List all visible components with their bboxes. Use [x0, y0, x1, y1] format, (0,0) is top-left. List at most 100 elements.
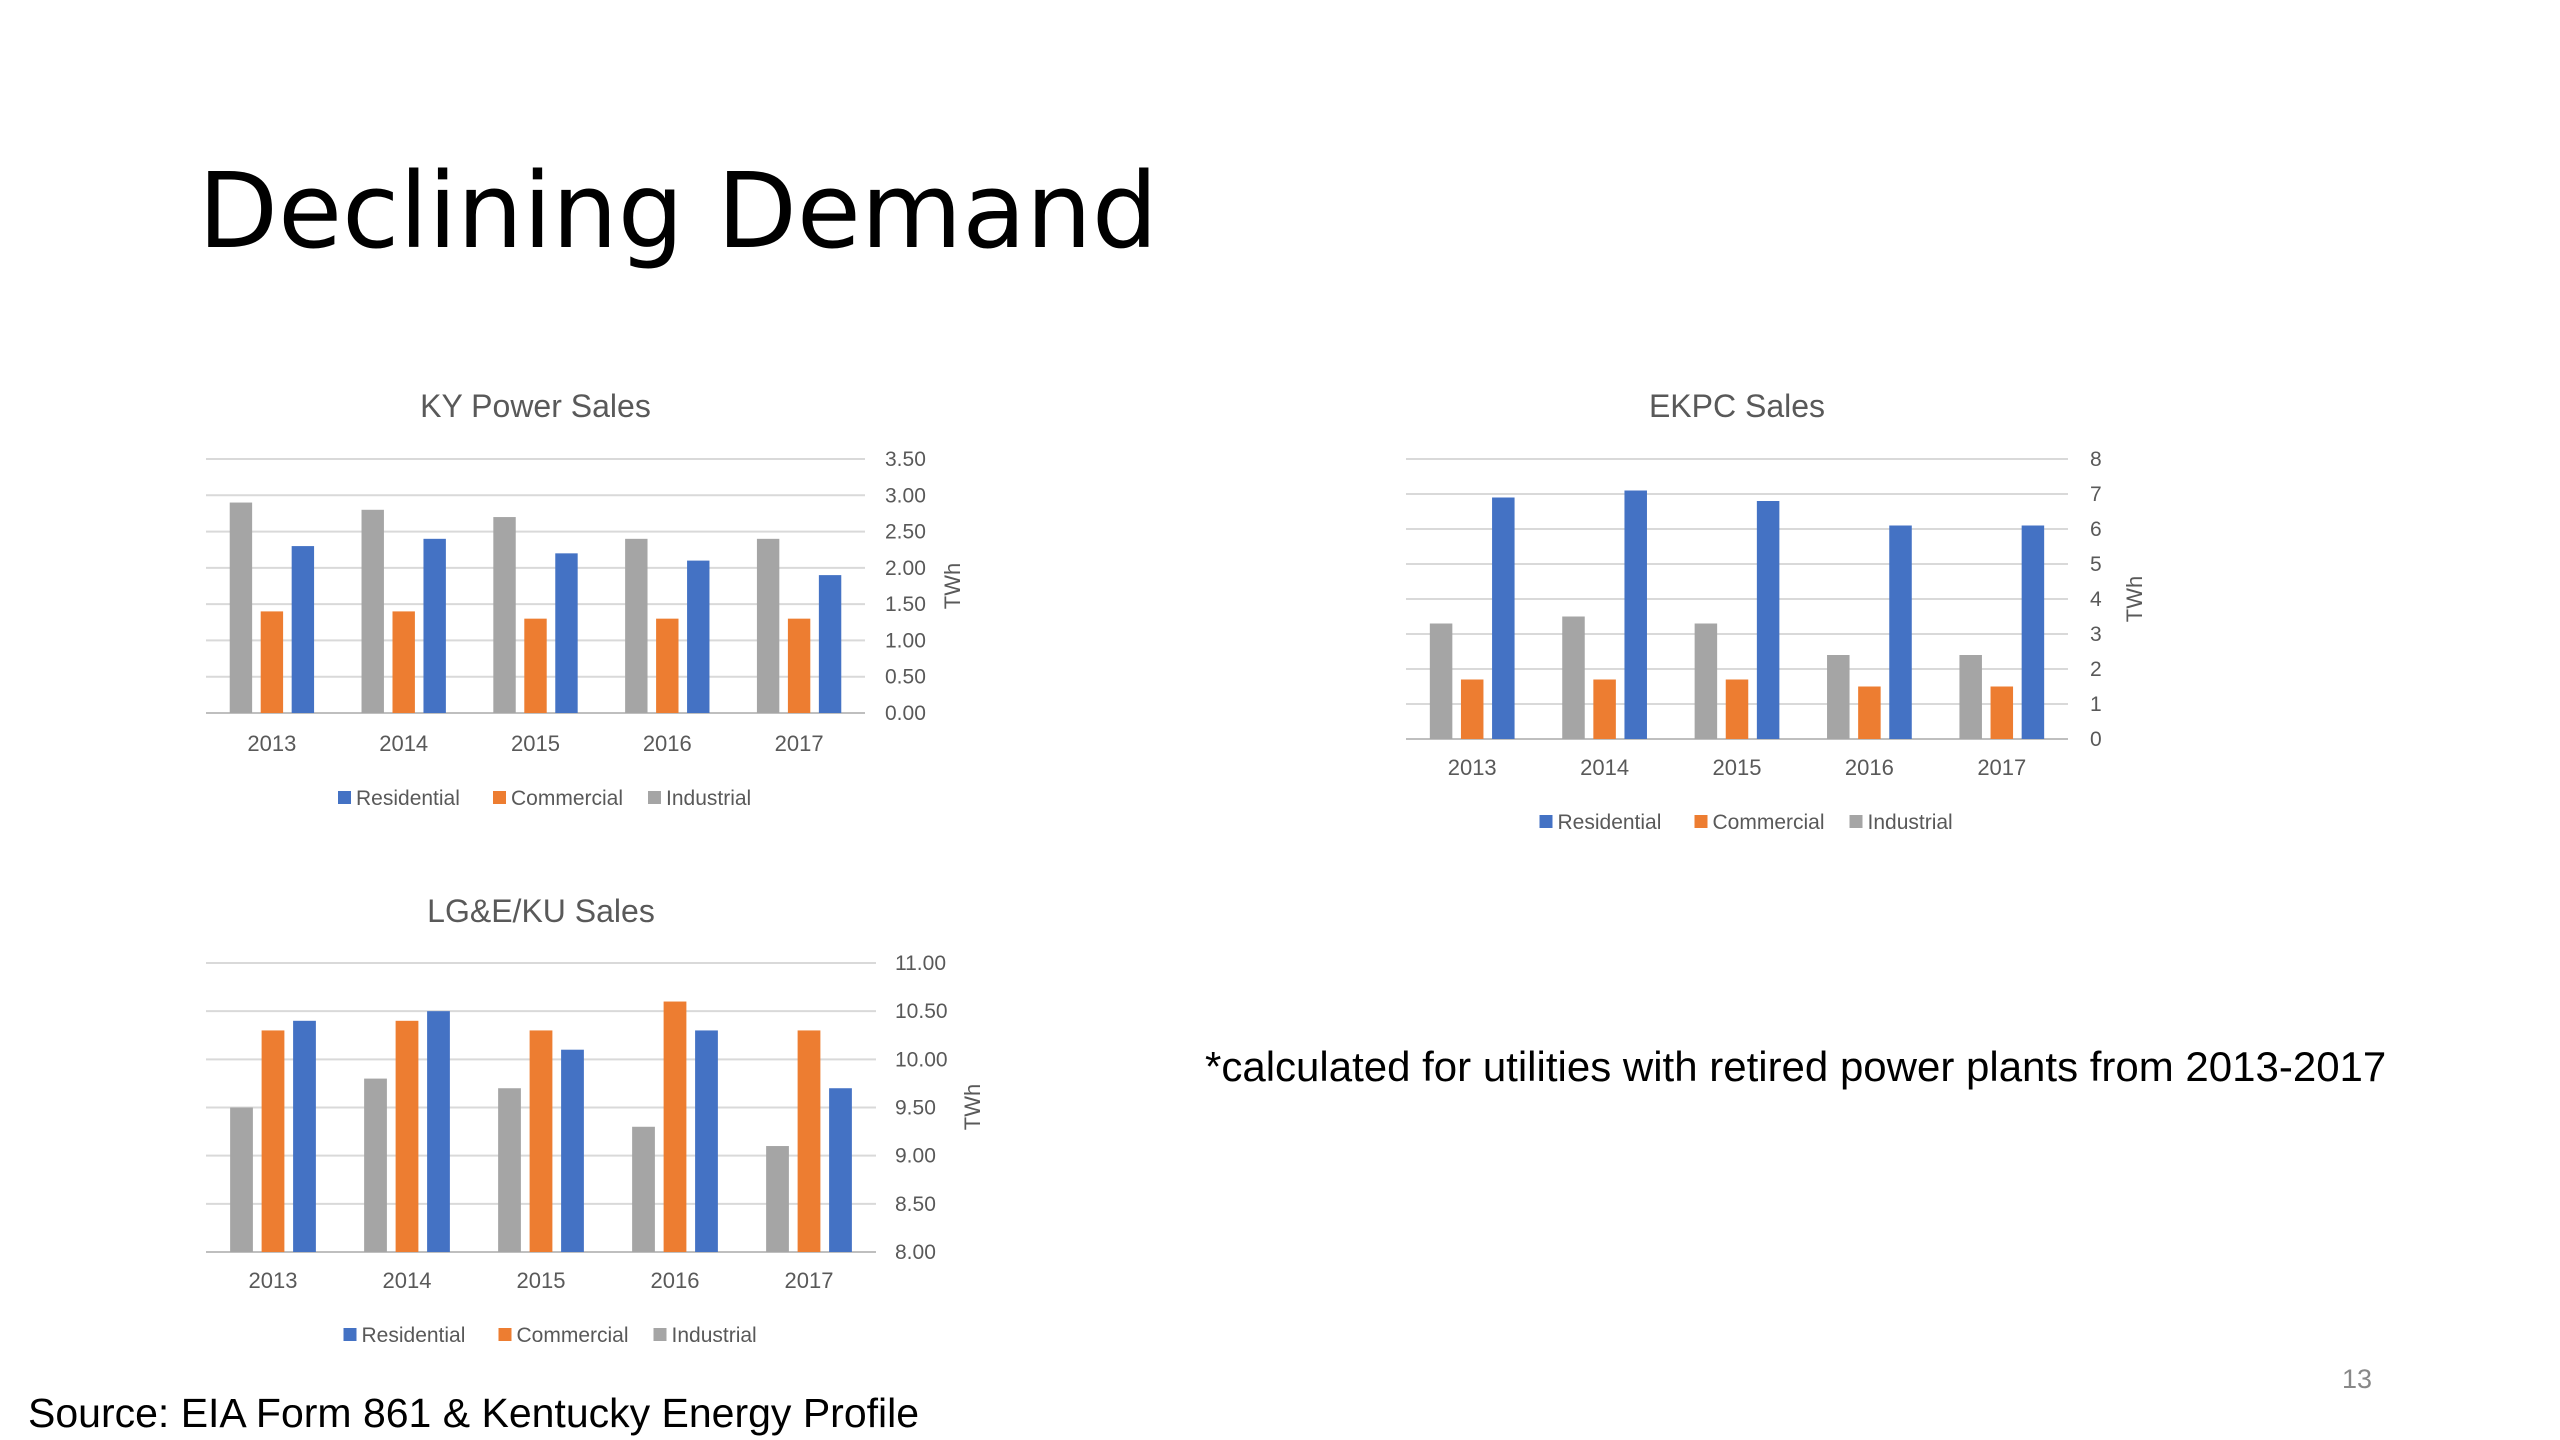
legend-swatch-commercial: [1694, 815, 1708, 828]
y-tick-label: 3.00: [885, 484, 926, 507]
y-tick-label: 9.50: [895, 1097, 936, 1120]
bar-residential-2014: [427, 1011, 450, 1252]
y-tick-label: 1.50: [885, 593, 926, 616]
bar-industrial-2014: [1562, 616, 1585, 739]
y-tick-label: 8.00: [895, 1241, 936, 1264]
legend-swatch-commercial: [493, 791, 506, 804]
bar-commercial-2015: [524, 618, 547, 713]
bar-commercial-2016: [663, 1001, 687, 1252]
footnote: *calculated for utilities with retired p…: [1205, 1043, 2387, 1090]
bar-commercial-2014: [395, 1020, 419, 1252]
x-category-label: 2016: [651, 1268, 700, 1293]
bar-industrial-2014: [361, 509, 384, 713]
ky-power-sales-chart: KY Power Sales 0.00 0.50 1.00 1.50 2.00 2.50 3.…: [206, 388, 965, 810]
x-category-label: 2016: [1845, 755, 1894, 780]
bar-commercial-2017: [787, 618, 811, 713]
legend-label-commercial: Commercial: [1713, 811, 1825, 834]
y-tick-label: 0.00: [885, 702, 926, 725]
legend-label-residential: Residential: [362, 1324, 466, 1347]
bar-commercial-2016: [1858, 686, 1881, 739]
x-category-label: 2014: [379, 731, 428, 756]
y-tick-label: 0: [2090, 728, 2102, 751]
x-category-label: 2015: [511, 731, 560, 756]
bar-residential-2015: [1756, 501, 1780, 739]
x-category-label: 2014: [1580, 755, 1629, 780]
bar-residential-2013: [291, 546, 315, 713]
y-tick-label: 11.00: [895, 952, 946, 975]
bar-industrial-2016: [625, 538, 648, 713]
bar-commercial-2014: [392, 611, 415, 713]
page-number: 13: [2342, 1364, 2373, 1394]
bar-commercial-2014: [1593, 679, 1616, 739]
bar-industrial-2013: [1429, 623, 1453, 739]
y-tick-label: 10.50: [895, 1000, 948, 1023]
y-tick-label: 8.50: [895, 1193, 936, 1216]
bar-industrial-2015: [493, 517, 516, 713]
y-axis-label: TWh: [960, 1084, 985, 1130]
bar-industrial-2013: [229, 502, 253, 713]
bar-industrial-2017: [1959, 655, 1982, 739]
legend-label-residential: Residential: [356, 787, 460, 810]
bar-commercial-2017: [797, 1030, 821, 1252]
x-category-label: 2013: [247, 731, 296, 756]
legend-label-residential: Residential: [1558, 811, 1662, 834]
legend-swatch-residential: [338, 791, 351, 804]
legend-label-commercial: Commercial: [517, 1324, 629, 1347]
legend-swatch-industrial: [648, 791, 661, 804]
bar-industrial-2015: [498, 1088, 521, 1252]
bar-residential-2013: [1492, 497, 1515, 739]
y-tick-label: 1: [2090, 693, 2102, 716]
bar-commercial-2013: [260, 611, 284, 713]
bar-residential-2014: [1624, 490, 1647, 739]
legend-label-industrial: Industrial: [1868, 811, 1953, 834]
bar-commercial-2017: [1990, 686, 2014, 739]
y-tick-label: 1.00: [885, 629, 926, 652]
y-tick-label: 7: [2090, 483, 2102, 506]
bar-residential-2017: [829, 1088, 852, 1252]
x-category-label: 2015: [1713, 755, 1762, 780]
slide-title: Declining Demand: [198, 150, 1158, 272]
x-category-label: 2017: [775, 731, 824, 756]
y-tick-label: 10.00: [895, 1048, 948, 1071]
legend-label-commercial: Commercial: [511, 787, 623, 810]
chart-title: KY Power Sales: [420, 388, 651, 424]
bar-residential-2016: [687, 560, 710, 713]
bar-commercial-2016: [656, 618, 679, 713]
y-axis-label: TWh: [940, 563, 965, 609]
y-tick-label: 3: [2090, 623, 2102, 646]
bar-residential-2016: [1889, 525, 1912, 739]
legend-swatch-commercial: [498, 1328, 512, 1341]
bar-commercial-2015: [529, 1030, 553, 1252]
bar-residential-2015: [555, 553, 578, 713]
y-tick-label: 5: [2090, 553, 2102, 576]
source-citation: Source: EIA Form 861 & Kentucky Energy P…: [28, 1390, 920, 1436]
legend-swatch-industrial: [1849, 815, 1863, 828]
y-tick-label: 8: [2090, 448, 2102, 471]
legend-swatch-residential: [1539, 815, 1553, 828]
y-tick-label: 2.00: [885, 557, 926, 580]
bar-residential-2015: [561, 1049, 584, 1252]
bar-industrial-2013: [230, 1107, 253, 1252]
chart-title: EKPC Sales: [1649, 388, 1825, 424]
y-axis-label: TWh: [2122, 576, 2147, 622]
bar-industrial-2015: [1694, 623, 1718, 739]
x-category-label: 2017: [785, 1268, 834, 1293]
y-tick-label: 3.50: [885, 448, 926, 471]
bar-commercial-2013: [261, 1030, 285, 1252]
x-category-label: 2014: [383, 1268, 432, 1293]
y-tick-label: 6: [2090, 518, 2102, 541]
legend-label-industrial: Industrial: [672, 1324, 757, 1347]
bar-commercial-2013: [1460, 679, 1484, 739]
bar-residential-2017: [818, 575, 842, 713]
chart-title: LG&E/KU Sales: [427, 893, 655, 929]
x-category-label: 2013: [1448, 755, 1497, 780]
ekpc-sales-chart: EKPC Sales 0 1 2 3 4 5 6 7 8 TWh 2013 2014 2015 2016 20…: [1406, 388, 2147, 834]
bar-industrial-2016: [1827, 655, 1850, 739]
x-category-label: 2017: [1977, 755, 2026, 780]
x-category-label: 2013: [249, 1268, 298, 1293]
bar-industrial-2014: [364, 1078, 387, 1252]
bar-residential-2014: [423, 538, 446, 713]
y-tick-label: 9.00: [895, 1145, 936, 1168]
bar-residential-2016: [695, 1030, 718, 1252]
y-tick-label: 2.50: [885, 521, 926, 544]
